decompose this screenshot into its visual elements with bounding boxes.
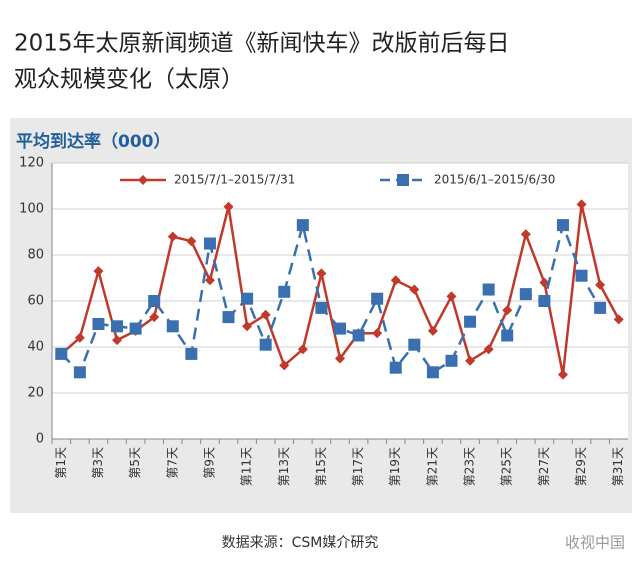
data-point [204, 275, 215, 286]
data-point [390, 275, 401, 286]
x-tick-label: 第29天 [574, 447, 588, 486]
source-note: 数据来源：CSM媒介研究 [222, 535, 379, 551]
x-tick-label: 第15天 [314, 447, 328, 486]
data-point [335, 353, 345, 364]
data-point [613, 314, 624, 325]
data-point [445, 354, 458, 367]
data-point [352, 329, 365, 342]
y-tick-label: 80 [27, 248, 44, 263]
data-point [129, 322, 142, 335]
x-tick-label: 第21天 [425, 447, 439, 486]
data-point [296, 219, 309, 232]
data-point [186, 236, 197, 247]
data-point [465, 355, 476, 366]
data-point [408, 338, 421, 351]
data-point [557, 369, 568, 380]
y-tick-label: 20 [27, 386, 44, 401]
data-point [501, 329, 514, 342]
data-point [185, 347, 198, 360]
x-tick-label: 第13天 [277, 447, 291, 486]
data-point [334, 322, 346, 335]
x-tick-label: 第17天 [351, 447, 365, 486]
data-point [297, 344, 308, 355]
data-point [93, 266, 104, 277]
y-tick-label: 40 [27, 340, 44, 355]
data-point [316, 268, 327, 279]
data-point [223, 201, 234, 212]
data-point [427, 325, 438, 336]
data-point [73, 366, 86, 379]
data-point [464, 315, 477, 328]
data-point [241, 292, 254, 305]
data-point [520, 229, 531, 240]
x-tick-label: 第27天 [537, 447, 551, 486]
data-point [446, 291, 457, 302]
y-tick-label: 60 [27, 294, 44, 309]
data-point [166, 320, 179, 333]
data-point [502, 305, 513, 316]
data-point [576, 199, 587, 210]
data-point [409, 284, 420, 295]
data-point [556, 219, 569, 232]
data-point [260, 309, 271, 320]
data-point [594, 301, 607, 314]
data-point [222, 311, 235, 324]
data-point [539, 277, 550, 288]
data-point [138, 175, 148, 185]
y-tick-label: 120 [19, 156, 44, 171]
data-point [595, 279, 606, 290]
data-point [519, 288, 532, 301]
data-point [397, 174, 409, 186]
data-point [575, 269, 588, 282]
x-tick-label: 第3天 [91, 447, 105, 479]
x-tick-label: 第7天 [165, 447, 179, 479]
data-point [55, 347, 68, 360]
y-axis-label: 平均到达率（000） [16, 131, 171, 152]
data-point [149, 312, 160, 323]
x-tick-label: 第5天 [128, 447, 142, 479]
legend-label: 2015/6/1–2015/6/30 [434, 173, 555, 187]
data-point [371, 292, 384, 305]
data-point [389, 361, 402, 374]
data-point [148, 295, 161, 307]
x-tick-label: 第11天 [240, 447, 254, 486]
x-tick-label: 第23天 [463, 447, 477, 486]
x-tick-label: 第19天 [388, 447, 402, 486]
data-point [483, 344, 494, 355]
data-point [278, 285, 291, 298]
data-point [112, 335, 123, 346]
data-point [74, 332, 85, 343]
data-point [242, 321, 253, 332]
chart-title: 观众规模变化（太原） [14, 67, 244, 93]
data-point [92, 318, 105, 330]
data-point [203, 237, 216, 250]
x-tick-label: 第25天 [500, 447, 514, 486]
x-tick-label: 第1天 [54, 447, 68, 479]
data-point [538, 295, 551, 307]
chart-title: 2015年太原新闻频道《新闻快车》改版前后每日 [14, 31, 510, 57]
data-point [279, 360, 290, 371]
data-point [111, 320, 124, 333]
y-tick-label: 0 [36, 432, 44, 447]
data-point [482, 283, 495, 296]
legend-label: 2015/7/1–2015/7/31 [174, 173, 295, 187]
data-point [315, 301, 328, 314]
data-point [372, 328, 383, 339]
data-point [426, 366, 439, 379]
watermark: 收视中国 [565, 534, 625, 552]
x-tick-label: 第9天 [202, 447, 216, 479]
data-point [259, 338, 272, 351]
data-point [167, 231, 178, 242]
x-tick-label: 第31天 [611, 447, 625, 486]
y-tick-label: 100 [19, 202, 44, 217]
